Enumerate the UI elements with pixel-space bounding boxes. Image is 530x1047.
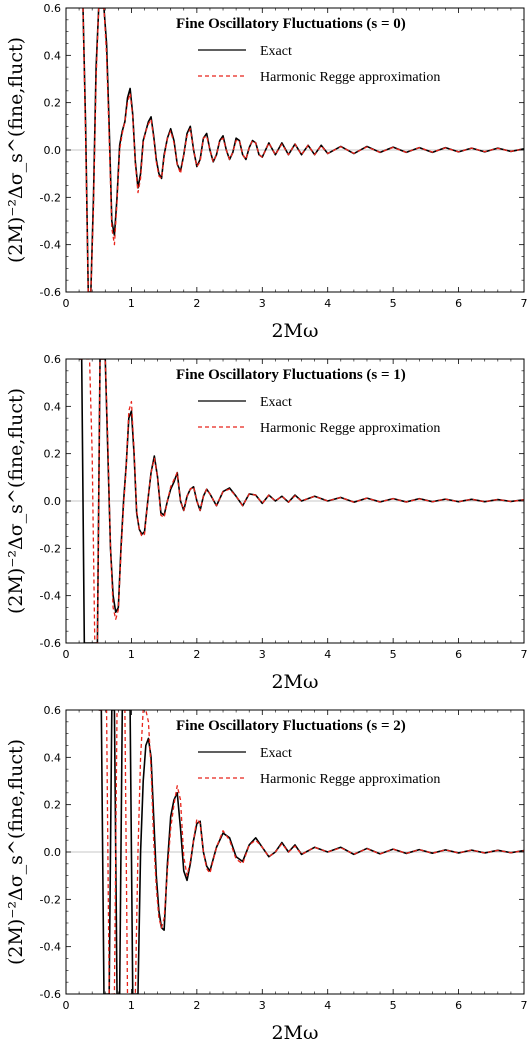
x-tick-label: 2 bbox=[193, 297, 200, 310]
y-tick-label: 0.2 bbox=[44, 97, 62, 110]
y-tick-label: -0.2 bbox=[40, 893, 61, 906]
x-tick-label: 4 bbox=[324, 297, 331, 310]
x-tick-label: 2 bbox=[193, 648, 200, 661]
series-line-0 bbox=[98, 710, 524, 994]
x-tick-label: 0 bbox=[63, 999, 70, 1012]
x-tick-label: 7 bbox=[521, 999, 528, 1012]
x-tick-label: 3 bbox=[259, 648, 266, 661]
x-tick-label: 1 bbox=[128, 297, 135, 310]
y-tick-label: 0.4 bbox=[44, 400, 62, 413]
x-tick-label: 3 bbox=[259, 999, 266, 1012]
legend-label-0: Exact bbox=[260, 746, 292, 761]
y-tick-label: -0.4 bbox=[40, 941, 61, 954]
y-axis-label: (2M)⁻²Δσ_s^(fine,fluct) bbox=[5, 739, 27, 965]
x-axis-label: 2Mω bbox=[271, 320, 318, 342]
y-axis-label: (2M)⁻²Δσ_s^(fine,fluct) bbox=[5, 37, 27, 263]
chart-title: Fine Oscillatory Fluctuations (s = 1) bbox=[176, 367, 406, 383]
chart-title: Fine Oscillatory Fluctuations (s = 2) bbox=[176, 718, 406, 734]
chart-panel-1: 0 1 2 3 4 5 6 7 -0.6 -0.4 -0.2 0.0 0.2 0.4 0.6 2Mω (2M)⁻… bbox=[5, 353, 528, 693]
legend-label-1: Harmonic Regge approximation bbox=[260, 772, 440, 787]
y-tick-label: 0.4 bbox=[44, 49, 62, 62]
y-tick-label: -0.6 bbox=[40, 286, 61, 299]
x-tick-label: 4 bbox=[324, 999, 331, 1012]
x-tick-label: 5 bbox=[390, 648, 397, 661]
legend-label-0: Exact bbox=[260, 44, 292, 59]
y-tick-label: 0.2 bbox=[44, 448, 62, 461]
legend-label-1: Harmonic Regge approximation bbox=[260, 421, 440, 436]
y-tick-label: -0.4 bbox=[40, 590, 61, 603]
x-tick-label: 6 bbox=[455, 297, 462, 310]
legend-label-0: Exact bbox=[260, 395, 292, 410]
x-tick-label: 5 bbox=[390, 297, 397, 310]
x-axis-label: 2Mω bbox=[271, 1022, 318, 1044]
series-line-1 bbox=[79, 359, 524, 643]
y-tick-label: -0.2 bbox=[40, 191, 61, 204]
x-tick-label: 1 bbox=[128, 648, 135, 661]
y-tick-label: 0.4 bbox=[44, 751, 62, 764]
legend-label-1: Harmonic Regge approximation bbox=[260, 70, 440, 85]
x-tick-label: 0 bbox=[63, 297, 70, 310]
x-axis-label: 2Mω bbox=[271, 671, 318, 693]
y-tick-label: 0.2 bbox=[44, 799, 62, 812]
y-tick-label: 0.6 bbox=[44, 704, 62, 717]
y-tick-label: 0.0 bbox=[44, 144, 62, 157]
y-axis-label: (2M)⁻²Δσ_s^(fine,fluct) bbox=[5, 388, 27, 614]
y-tick-label: 0.6 bbox=[44, 2, 62, 15]
x-tick-label: 3 bbox=[259, 297, 266, 310]
series-line-1 bbox=[82, 8, 524, 292]
x-tick-label: 4 bbox=[324, 648, 331, 661]
x-tick-label: 6 bbox=[455, 648, 462, 661]
x-tick-label: 7 bbox=[521, 648, 528, 661]
y-tick-label: -0.4 bbox=[40, 239, 61, 252]
x-tick-label: 2 bbox=[193, 999, 200, 1012]
y-tick-label: 0.6 bbox=[44, 353, 62, 366]
chart-panel-0: 0 1 2 3 4 5 6 7 -0.6 -0.4 -0.2 0.0 0.2 0.4 0.6 2Mω (2M)⁻… bbox=[5, 2, 528, 342]
y-tick-label: -0.6 bbox=[40, 637, 61, 650]
x-tick-label: 7 bbox=[521, 297, 528, 310]
y-tick-label: 0.0 bbox=[44, 846, 62, 859]
x-tick-label: 1 bbox=[128, 999, 135, 1012]
y-tick-label: -0.6 bbox=[40, 988, 61, 1001]
chart-panel-2: 0 1 2 3 4 5 6 7 -0.6 -0.4 -0.2 0.0 0.2 0.4 0.6 2Mω (2M)⁻… bbox=[5, 704, 528, 1044]
chart-title: Fine Oscillatory Fluctuations (s = 0) bbox=[176, 16, 406, 32]
x-tick-label: 0 bbox=[63, 648, 70, 661]
y-tick-label: 0.0 bbox=[44, 495, 62, 508]
x-tick-label: 6 bbox=[455, 999, 462, 1012]
x-tick-label: 5 bbox=[390, 999, 397, 1012]
y-tick-label: -0.2 bbox=[40, 542, 61, 555]
